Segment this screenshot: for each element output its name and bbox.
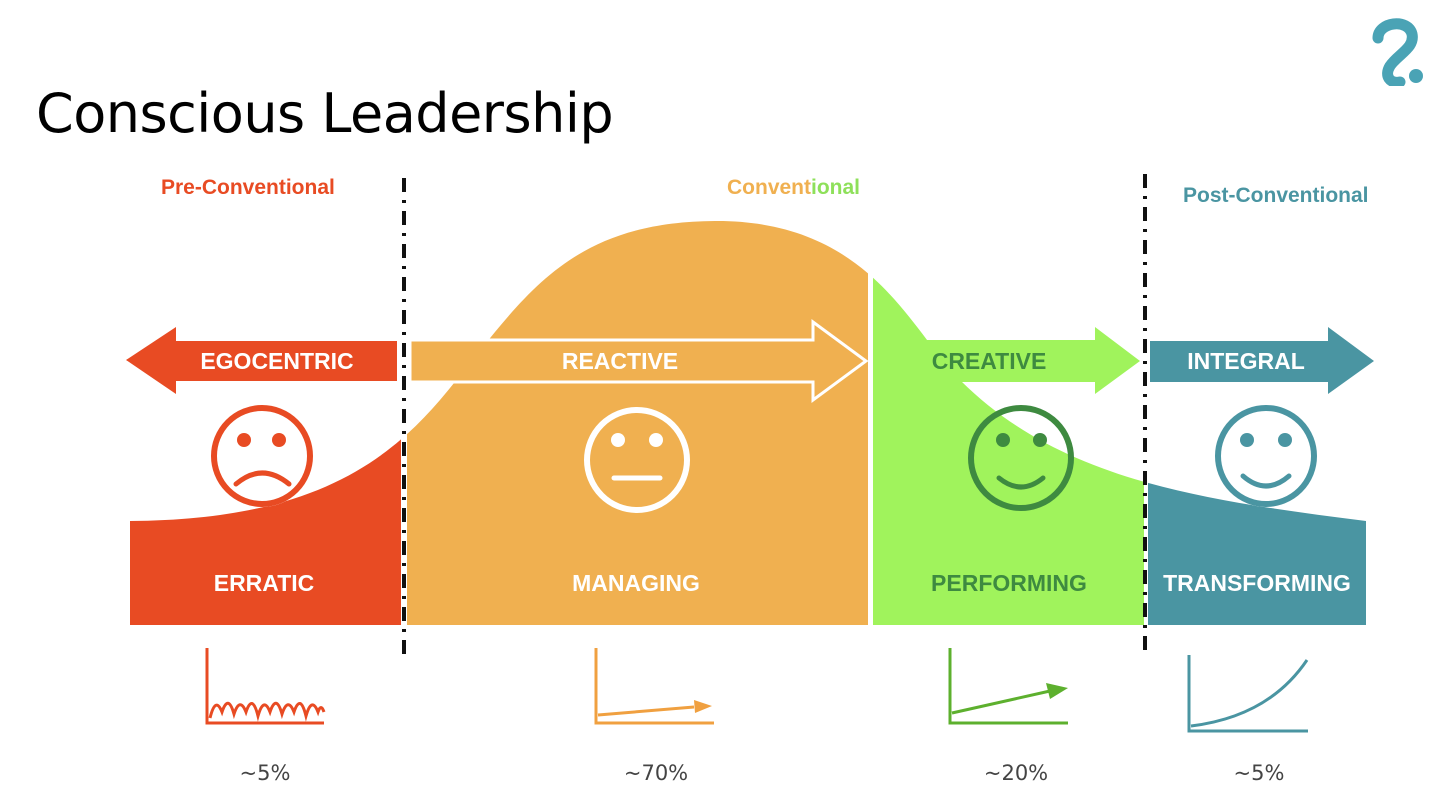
base-label-performing: PERFORMING [931,570,1087,596]
arrow-label-egocentric: EGOCENTRIC [200,348,353,374]
arrows [126,319,1374,403]
happy-face-icon [968,405,1074,511]
category-pre-conventional: Pre-Conventional [161,176,335,199]
percent-performing: ~20% [983,761,1049,785]
page-title: Conscious Leadership [36,82,614,145]
exponential-graph-icon [1187,655,1309,733]
base-label-managing: MANAGING [572,570,700,596]
flat-growth-graph-icon [594,648,714,725]
category-conventional-part1: Convent [727,176,811,199]
category-post-conventional: Post-Conventional [1183,184,1369,207]
logo-mark-icon [1372,18,1423,86]
base-label-erratic: ERRATIC [214,570,315,596]
neutral-face-icon [584,407,690,513]
category-conventional: Conventional [727,176,860,200]
base-band-orange [407,521,868,625]
arrow-label-creative: CREATIVE [932,348,1047,374]
percent-erratic: ~5% [239,761,291,785]
base-band-green [873,521,1144,625]
arrow-egocentric [126,327,397,394]
arrow-reactive [408,319,869,403]
erratic-graph-icon [205,648,326,725]
percent-transforming: ~5% [1233,761,1285,785]
happy-face-icon [1215,405,1317,507]
percent-managing: ~70% [623,761,689,785]
base-band-red [130,521,401,625]
linear-growth-graph-icon [948,648,1068,725]
base-label-transforming: TRANSFORMING [1163,570,1351,596]
sad-face-icon [211,405,313,507]
arrow-label-integral: INTEGRAL [1187,348,1305,374]
arrow-integral [1150,327,1374,394]
category-conventional-part2: ional [811,176,861,199]
arrow-label-reactive: REACTIVE [562,348,678,374]
bell-curve [130,220,1366,625]
arrow-creative [873,327,1140,394]
base-band-teal [1148,521,1366,625]
